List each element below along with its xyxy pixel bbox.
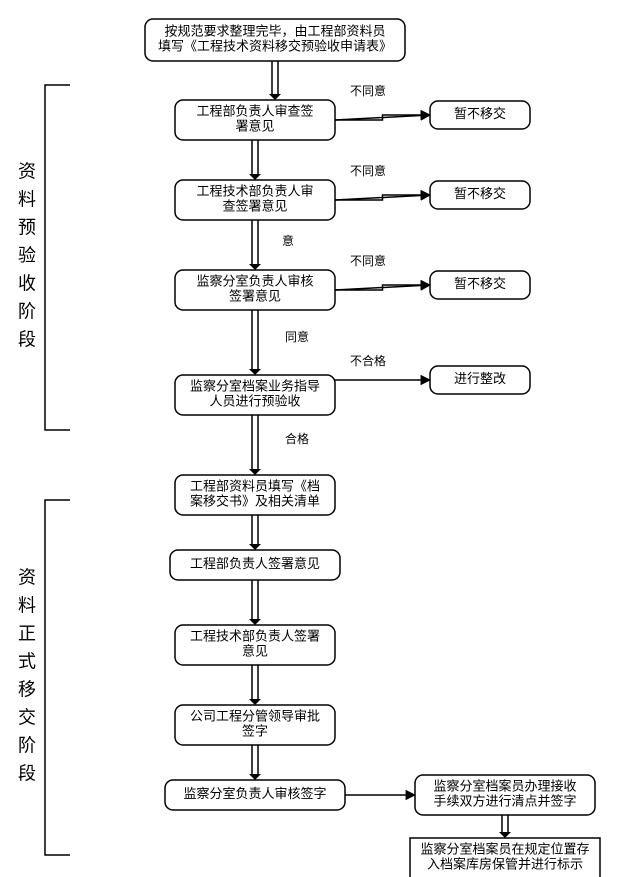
- node-text: 工程技术部负责人签署: [190, 628, 320, 643]
- node-text: 暂不移交: [454, 106, 506, 121]
- section-label-char: 验: [18, 246, 36, 266]
- section-label-char: 段: [18, 764, 36, 784]
- flow-node-n2: 工程技术部负责人审查签署意见: [175, 180, 335, 220]
- node-text: 意见: [242, 643, 268, 658]
- edge-label: 不合格: [350, 353, 386, 368]
- node-text: 入档案库房保管并进行标示: [427, 856, 583, 871]
- node-text: 查签署意见: [222, 198, 287, 213]
- section-label-char: 移: [18, 680, 36, 700]
- node-text: 公司工程分管领导审批: [190, 708, 320, 723]
- flow-node-n3: 监察分室负责人审核签署意见: [175, 270, 335, 310]
- section-label-char: 阶: [18, 736, 36, 756]
- flow-node-n4: 监察分室档案业务指导人员进行预验收: [175, 375, 335, 415]
- section-label-char: 料: [18, 596, 36, 616]
- flow-node-r1: 暂不移交: [430, 101, 530, 129]
- flow-node-r4: 进行整改: [430, 366, 530, 394]
- flow-node-n0: 按规范要求整理完毕，由工程部资料员填写《工程技术资料移交预验收申请表》: [145, 19, 405, 61]
- node-text: 手续双方进行清点并签字: [433, 793, 576, 808]
- flow-node-n8: 公司工程分管领导审批签字: [175, 705, 335, 745]
- section-label-char: 正: [18, 624, 36, 644]
- node-text: 暂不移交: [454, 186, 506, 201]
- flowchart-canvas: 资料预验收阶段资料正式移交阶段按规范要求整理完毕，由工程部资料员填写《工程技术资…: [0, 0, 620, 877]
- edge-label: 不同意: [350, 163, 386, 178]
- node-text: 进行整改: [454, 371, 506, 386]
- node-text: 工程部负责人审查签: [196, 103, 313, 118]
- node-text: 监察分室档案员在规定位置存: [420, 841, 589, 856]
- section-bracket: [45, 500, 70, 855]
- node-text: 监察分室负责人审核签字: [183, 786, 326, 801]
- section-label-char: 预: [18, 218, 36, 238]
- node-text: 案移交书》及相关清单: [190, 493, 320, 508]
- edge-label: 合格: [285, 431, 309, 446]
- flow-node-n5: 工程部资料员填写《档案移交书》及相关清单: [175, 475, 335, 515]
- flow-node-r10: 监察分室档案员在规定位置存入档案库房保管并进行标示: [410, 838, 600, 877]
- section-label-char: 阶: [18, 302, 36, 322]
- flow-node-n1: 工程部负责人审查签署意见: [175, 100, 335, 140]
- node-text: 工程部负责人签署意见: [190, 556, 320, 571]
- flow-node-r3: 暂不移交: [430, 271, 530, 299]
- edge-label: 不同意: [350, 83, 386, 98]
- section-label-char: 段: [18, 330, 36, 350]
- flow-node-n7: 工程技术部负责人签署意见: [175, 625, 335, 665]
- flow-node-r9: 监察分室档案员办理接收手续双方进行清点并签字: [415, 775, 595, 815]
- node-text: 监察分室档案业务指导: [190, 378, 320, 393]
- flow-node-n6: 工程部负责人签署意见: [170, 550, 340, 580]
- node-text: 工程技术部负责人审: [196, 183, 313, 198]
- node-text: 按规范要求整理完毕，由工程部资料员: [164, 23, 385, 38]
- node-text: 监察分室档案员办理接收: [433, 778, 576, 793]
- edge-label: 同意: [285, 329, 309, 344]
- section-label-char: 资: [18, 568, 36, 588]
- node-text: 签署意见: [229, 288, 281, 303]
- node-text: 监察分室负责人审核: [196, 273, 313, 288]
- edge-label: 意: [282, 233, 294, 248]
- node-text: 暂不移交: [454, 276, 506, 291]
- section-label-char: 交: [18, 708, 36, 728]
- node-text: 署意见: [235, 118, 274, 133]
- node-text: 人员进行预验收: [209, 393, 300, 408]
- node-text: 工程部资料员填写《档: [190, 478, 320, 493]
- section-label-char: 收: [18, 274, 36, 294]
- edge-label: 不同意: [350, 253, 386, 268]
- section-label-char: 资: [18, 162, 36, 182]
- section-label-char: 式: [18, 652, 36, 672]
- node-text: 填写《工程技术资料移交预验收申请表》: [158, 38, 392, 53]
- section-label-char: 料: [18, 190, 36, 210]
- flow-node-n9: 监察分室负责人审核签字: [165, 780, 345, 810]
- section-bracket: [45, 85, 70, 430]
- node-text: 签字: [242, 723, 268, 738]
- flow-node-r2: 暂不移交: [430, 181, 530, 209]
